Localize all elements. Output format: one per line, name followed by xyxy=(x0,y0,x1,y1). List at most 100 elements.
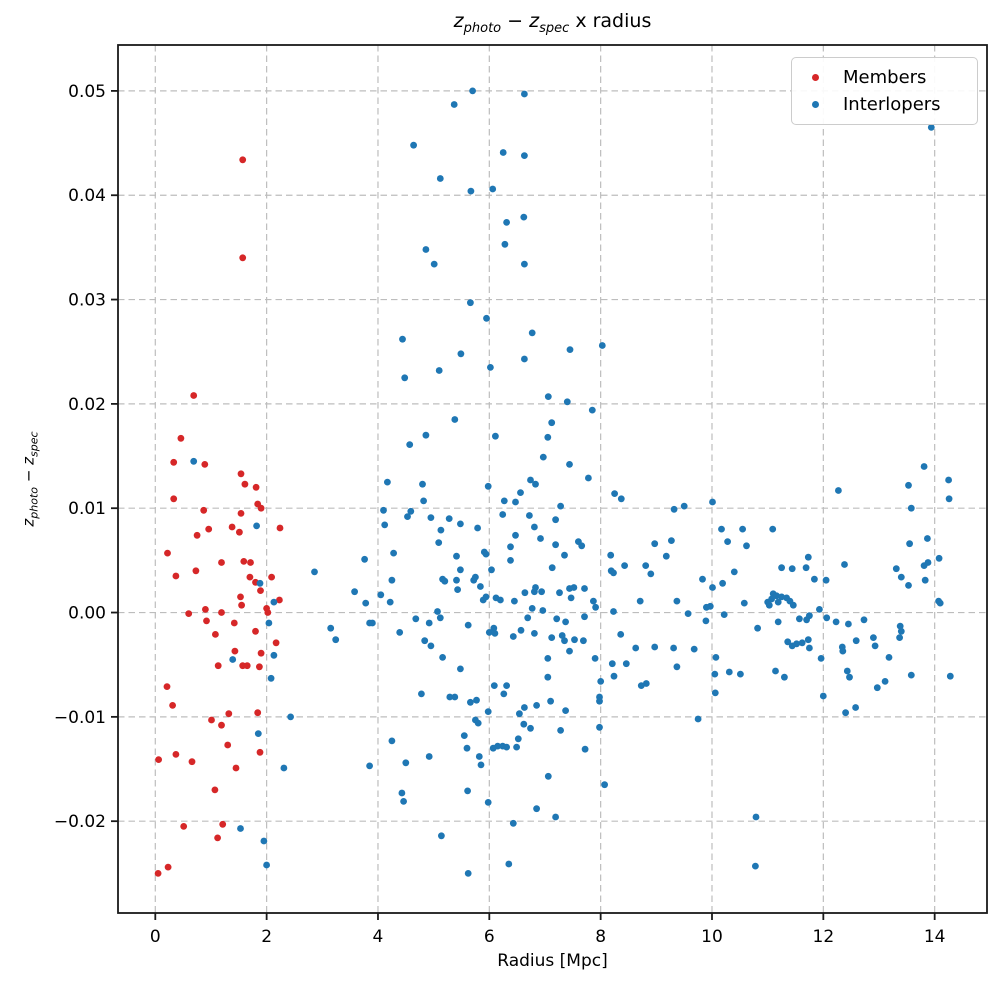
scatter-point-members xyxy=(177,434,185,442)
scatter-point-interlopers xyxy=(464,870,472,877)
scatter-point-members xyxy=(237,593,244,601)
scatter-point-interlopers xyxy=(500,690,508,698)
scatter-point-interlopers xyxy=(873,684,881,692)
scatter-point-members xyxy=(155,756,163,763)
scatter-point-interlopers xyxy=(531,588,538,596)
scatter-point-interlopers xyxy=(513,743,520,751)
scatter-point-interlopers xyxy=(484,799,492,806)
scatter-point-interlopers xyxy=(503,219,510,226)
scatter-point-members xyxy=(193,531,201,539)
scatter-point-members xyxy=(212,631,219,638)
scatter-point-interlopers xyxy=(752,862,759,870)
scatter-point-interlopers xyxy=(611,490,618,497)
scatter-point-interlopers xyxy=(561,551,568,559)
scatter-point-interlopers xyxy=(718,525,725,533)
scatter-point-interlopers xyxy=(670,505,678,513)
scatter-point-interlopers xyxy=(237,825,244,832)
scatter-point-interlopers xyxy=(500,497,508,505)
scatter-point-interlopers xyxy=(479,596,487,604)
scatter-point-interlopers xyxy=(514,735,522,743)
scatter-point-interlopers xyxy=(765,601,773,609)
scatter-point-interlopers xyxy=(457,665,464,673)
scatter-point-interlopers xyxy=(907,671,915,679)
scatter-point-interlopers xyxy=(896,634,903,641)
scatter-point-interlopers xyxy=(781,673,788,681)
scatter-point-interlopers xyxy=(390,549,397,557)
scatter-point-interlopers xyxy=(260,837,268,845)
scatter-point-interlopers xyxy=(566,461,573,468)
scatter-point-interlopers xyxy=(544,673,552,681)
scatter-point-interlopers xyxy=(845,620,852,628)
scatter-point-interlopers xyxy=(907,504,915,512)
scatter-point-interlopers xyxy=(430,260,438,268)
scatter-point-interlopers xyxy=(811,575,818,583)
scatter-point-interlopers xyxy=(505,860,513,868)
scatter-point-interlopers xyxy=(457,520,464,528)
scatter-point-interlopers xyxy=(591,655,599,662)
scatter-point-interlopers xyxy=(485,629,493,636)
scatter-point-interlopers xyxy=(497,596,504,604)
scatter-point-interlopers xyxy=(531,523,538,531)
scatter-point-interlopers xyxy=(419,480,426,488)
scatter-point-members xyxy=(240,558,248,565)
scatter-point-interlopers xyxy=(719,579,726,587)
scatter-point-interlopers xyxy=(528,329,536,337)
scatter-point-interlopers xyxy=(532,480,539,488)
scatter-point-interlopers xyxy=(592,603,599,611)
scatter-point-interlopers xyxy=(730,568,738,576)
scatter-point-interlopers xyxy=(544,655,552,662)
scatter-point-interlopers xyxy=(860,616,868,624)
scatter-point-interlopers xyxy=(680,502,688,510)
scatter-point-interlopers xyxy=(803,616,810,624)
scatter-point-members xyxy=(188,758,196,766)
scatter-point-members xyxy=(170,458,178,466)
scatter-point-interlopers xyxy=(544,393,552,400)
scatter-point-members xyxy=(239,254,247,262)
scatter-point-interlopers xyxy=(774,618,782,626)
scatter-point-members xyxy=(201,461,209,468)
ylabel-sub2: spec xyxy=(27,431,41,457)
x-tick-label: 12 xyxy=(813,927,835,947)
scatter-point-interlopers xyxy=(421,637,429,645)
scatter-point-interlopers xyxy=(533,702,540,709)
scatter-point-interlopers xyxy=(632,644,640,652)
scatter-point-interlopers xyxy=(517,626,525,634)
scatter-point-interlopers xyxy=(597,678,605,685)
scatter-point-interlopers xyxy=(402,759,410,767)
scatter-point-interlopers xyxy=(521,704,528,711)
scatter-point-interlopers xyxy=(507,543,514,551)
scatter-point-interlopers xyxy=(740,599,748,607)
scatter-point-members xyxy=(236,528,243,536)
scatter-point-interlopers xyxy=(724,538,731,545)
scatter-point-members xyxy=(276,596,283,604)
scatter-point-interlopers xyxy=(789,601,797,609)
scatter-point-interlopers xyxy=(474,719,482,727)
x-axis-label: Radius [Mpc] xyxy=(497,951,608,971)
scatter-point-interlopers xyxy=(388,737,396,745)
scatter-point-members xyxy=(203,617,210,625)
scatter-point-interlopers xyxy=(608,660,616,668)
scatter-point-interlopers xyxy=(410,141,417,149)
scatter-point-interlopers xyxy=(905,481,912,489)
y-tick-label: 0.05 xyxy=(68,82,106,102)
scatter-point-interlopers xyxy=(501,240,509,248)
ylabel-minus: − xyxy=(19,464,38,487)
scatter-point-interlopers xyxy=(852,704,859,711)
scatter-point-interlopers xyxy=(263,861,270,869)
scatter-point-interlopers xyxy=(467,299,474,307)
scatter-point-members xyxy=(252,483,260,491)
scatter-point-interlopers xyxy=(366,762,373,770)
scatter-point-interlopers xyxy=(467,187,475,195)
scatter-point-members xyxy=(154,870,162,877)
scatter-point-members xyxy=(219,820,227,828)
scatter-point-members xyxy=(237,510,245,517)
scatter-point-interlopers xyxy=(538,588,545,596)
scatter-point-members xyxy=(200,506,208,514)
scatter-point-interlopers xyxy=(477,583,484,590)
scatter-point-interlopers xyxy=(739,525,746,533)
scatter-point-interlopers xyxy=(503,682,510,689)
scatter-point-members xyxy=(230,619,238,627)
scatter-point-interlopers xyxy=(473,696,480,704)
scatter-point-interlopers xyxy=(470,576,478,584)
scatter-point-interlopers xyxy=(920,463,928,470)
